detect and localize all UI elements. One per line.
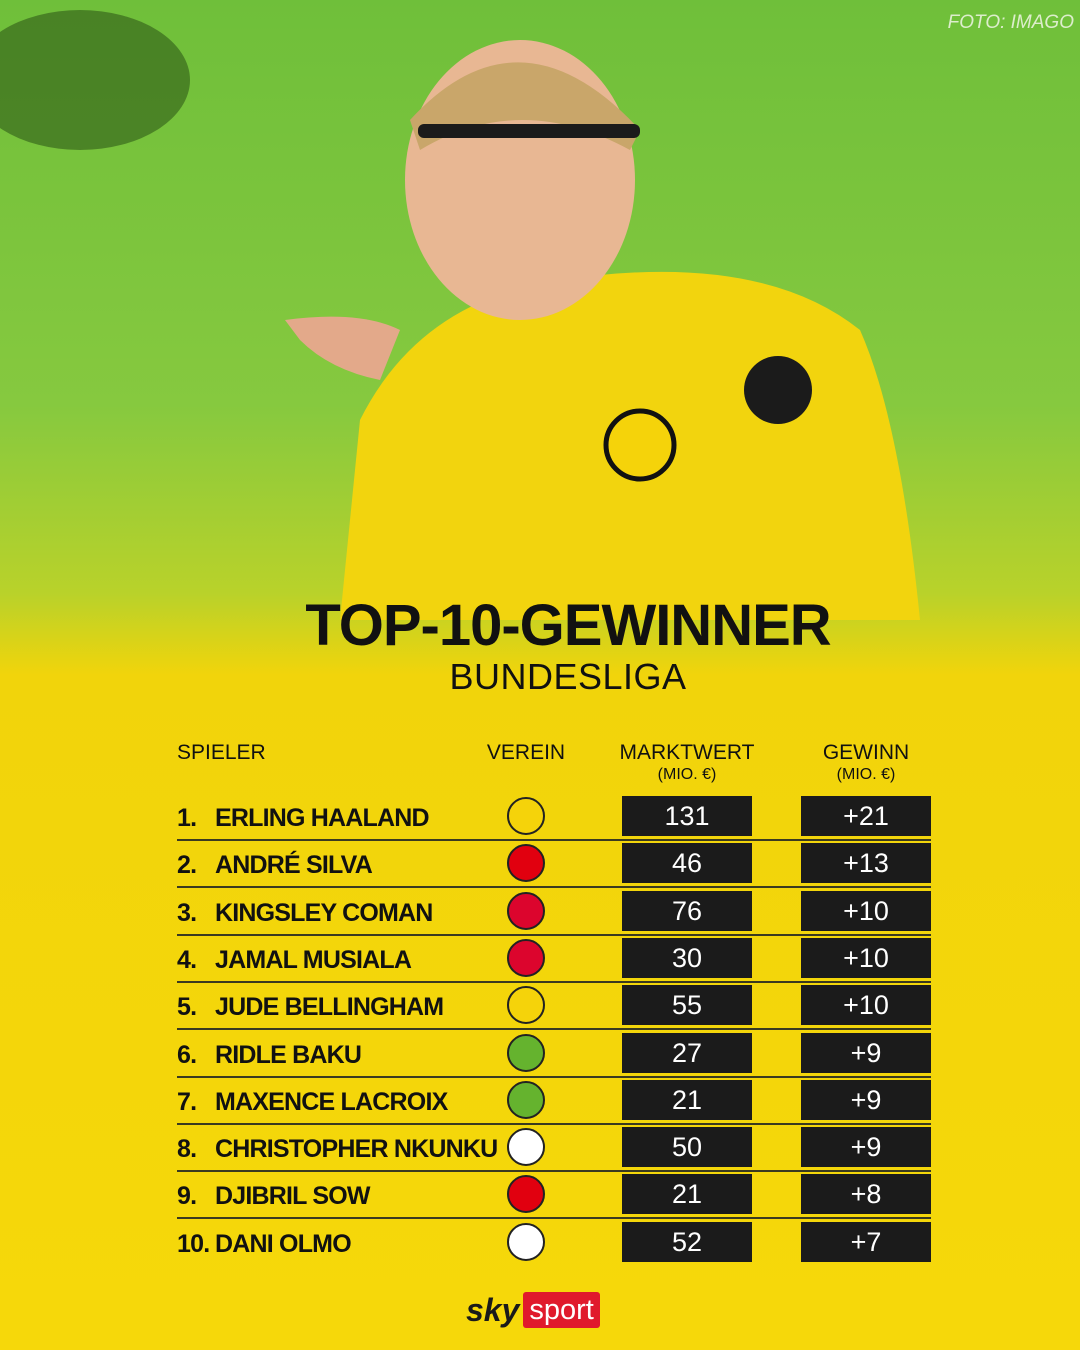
title: TOP-10-GEWINNER bbox=[305, 593, 831, 658]
club-badge bbox=[507, 1175, 545, 1214]
rank: 1. bbox=[177, 804, 197, 832]
gain: +7 bbox=[801, 1221, 931, 1262]
market-value: 76 bbox=[622, 890, 752, 931]
logo: sky sport bbox=[466, 1290, 600, 1330]
market-value: 55 bbox=[622, 985, 752, 1026]
player-name: DANI OLMO bbox=[215, 1229, 352, 1258]
player-name: RIDLE BAKU bbox=[215, 1040, 362, 1069]
rank: 6. bbox=[177, 1040, 197, 1069]
player-name: CHRISTOPHER NKUNKU bbox=[215, 1135, 498, 1164]
gain: +9 bbox=[801, 1079, 931, 1120]
row-separator bbox=[177, 886, 931, 889]
subtitle: BUNDESLIGA bbox=[449, 656, 687, 697]
column-header: GEWINN bbox=[822, 741, 910, 764]
photo-background bbox=[0, 10, 920, 620]
player-name: JUDE BELLINGHAM bbox=[215, 993, 444, 1022]
column-header: MARKTWERT bbox=[619, 741, 755, 764]
row-separator bbox=[177, 839, 931, 841]
column-unit: (MIO. €) bbox=[657, 766, 717, 783]
row-separator bbox=[177, 1028, 931, 1031]
club-badge bbox=[507, 1033, 545, 1072]
market-value: 46 bbox=[622, 843, 752, 884]
market-value: 30 bbox=[622, 937, 752, 978]
logo-product: sport bbox=[523, 1292, 600, 1328]
gain: +21 bbox=[801, 796, 931, 836]
market-value: 131 bbox=[622, 796, 752, 836]
market-value: 52 bbox=[622, 1221, 752, 1262]
rank: 3. bbox=[177, 898, 197, 927]
row-separator bbox=[177, 980, 931, 983]
row-separator bbox=[177, 933, 931, 936]
gain: +9 bbox=[801, 1032, 931, 1073]
market-value: 21 bbox=[622, 1079, 752, 1120]
player-name: DJIBRIL SOW bbox=[215, 1182, 370, 1211]
club-badge bbox=[507, 797, 545, 835]
club-badge bbox=[507, 1128, 545, 1167]
gain: +10 bbox=[801, 985, 931, 1026]
gain: +9 bbox=[801, 1127, 931, 1168]
club-badge bbox=[507, 986, 545, 1025]
rank: 7. bbox=[177, 1087, 197, 1116]
player-name: KINGSLEY COMAN bbox=[215, 898, 433, 927]
club-badge bbox=[507, 1222, 545, 1261]
gain: +10 bbox=[801, 937, 931, 978]
row-separator bbox=[177, 1075, 931, 1078]
club-badge bbox=[507, 844, 545, 883]
gain: +10 bbox=[801, 890, 931, 931]
row-separator bbox=[177, 1217, 931, 1220]
row-separator bbox=[177, 1122, 931, 1125]
player-name: ERLING HAALAND bbox=[215, 804, 430, 832]
rank: 2. bbox=[177, 851, 197, 880]
gain: +13 bbox=[801, 843, 931, 884]
market-value: 50 bbox=[622, 1127, 752, 1168]
rank: 10. bbox=[177, 1229, 210, 1258]
player-name: MAXENCE LACROIX bbox=[215, 1087, 448, 1116]
gain: +8 bbox=[801, 1174, 931, 1215]
rank: 4. bbox=[177, 945, 197, 974]
player-name: ANDRÉ SILVA bbox=[215, 851, 373, 880]
club-badge bbox=[507, 938, 545, 977]
club-badge bbox=[507, 1080, 545, 1119]
row-separator bbox=[177, 1170, 931, 1173]
market-value: 21 bbox=[622, 1174, 752, 1215]
column-unit: (MIO. €) bbox=[836, 766, 896, 783]
rank: 5. bbox=[177, 993, 197, 1022]
logo-brand: sky bbox=[466, 1291, 520, 1328]
rank: 9. bbox=[177, 1182, 197, 1211]
rank: 8. bbox=[177, 1135, 197, 1164]
club-badge bbox=[507, 891, 545, 930]
market-value: 27 bbox=[622, 1032, 752, 1073]
player-name: JAMAL MUSIALA bbox=[215, 945, 412, 974]
column-header: VEREIN bbox=[486, 741, 566, 764]
photo-credit: FOTO: IMAGO bbox=[947, 12, 1074, 33]
column-header: SPIELER bbox=[177, 741, 266, 764]
